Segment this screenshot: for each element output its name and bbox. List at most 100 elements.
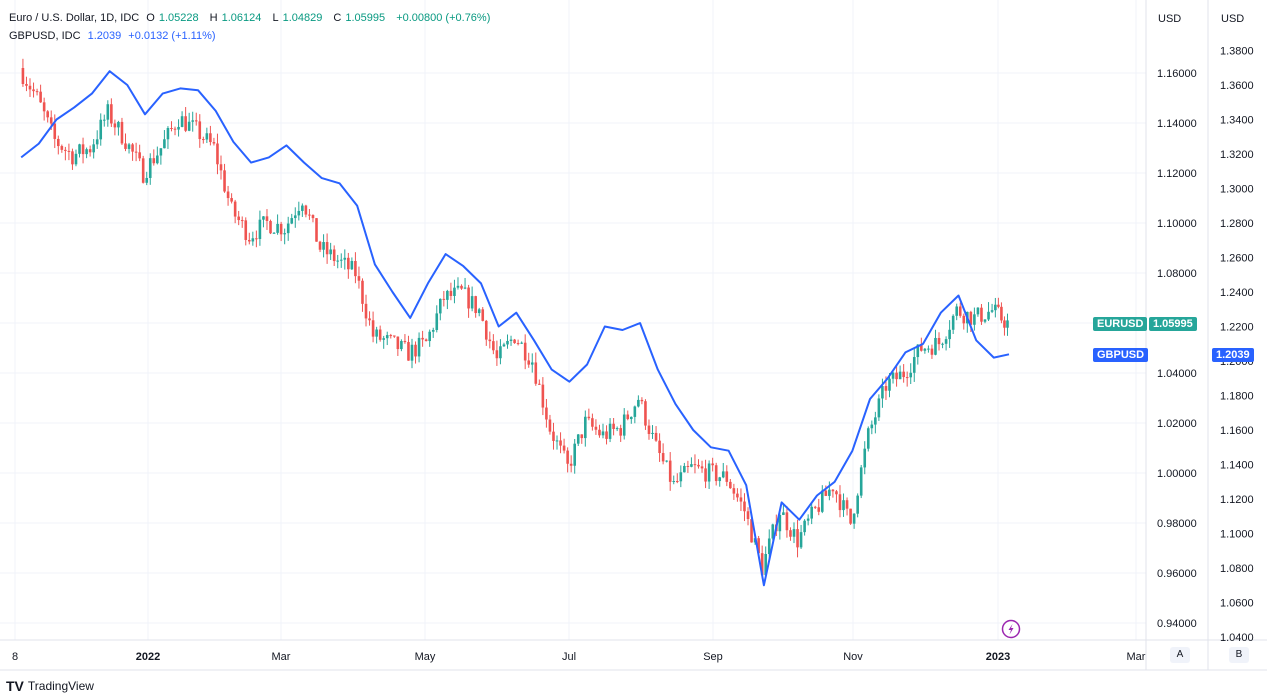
candle-body [1003,320,1006,328]
candle-body [424,339,428,342]
eurusd-candle [396,336,400,356]
eurusd-candle [92,139,95,159]
candle-body [679,472,683,482]
gbpusd-line [20,70,1010,587]
lightning-glyph [1008,624,1014,635]
candle-body [304,205,308,215]
candle-body [219,164,223,171]
eurusd-candle [131,142,134,161]
axis-b-tick-label: 1.1200 [1220,494,1254,506]
candle-body [771,524,775,539]
scale-auto-button-a[interactable]: A [1170,647,1190,663]
candle-body [364,303,368,319]
eurusd-candle [633,405,637,424]
eurusd-candle [255,230,258,248]
eurusd-candle [95,130,99,149]
eurusd-candle [591,413,594,431]
eurusd-legend[interactable]: Euro / U.S. Dollar, 1D, IDC O 1.05228 H 1.… [9,12,494,24]
candle-body [325,242,329,255]
candle-body [502,344,506,347]
eurusd-candle [88,145,92,157]
candle-body [580,434,584,439]
candle-body [852,513,856,524]
eurusd-candle [99,113,103,146]
axis-a-tick-label: 1.08000 [1157,268,1197,280]
candle-body [976,307,980,315]
candle-body [668,460,672,482]
eurusd-candle [725,465,729,487]
scale-auto-button-b[interactable]: B [1229,647,1249,663]
candle-body [693,464,697,466]
candle-body [357,276,361,281]
candle-body [732,488,736,494]
candle-body [343,257,347,260]
eurusd-candle [191,111,195,132]
candle-body [605,431,608,439]
eurusd-candle [247,232,251,245]
candle-body [644,401,647,426]
candle-body [718,477,722,482]
candle-body [951,315,955,330]
candle-body [948,329,951,340]
eurusd-candle [230,193,233,204]
candle-body [318,241,322,250]
eurusd-candle [810,502,813,525]
candle-body [499,346,502,359]
eurusd-candle [361,278,364,312]
candle-body [806,518,810,521]
eurusd-candle [877,394,881,421]
left-axis-ticks: 1.160001.140001.120001.100001.080001.060… [1157,68,1197,630]
candle-body [269,220,272,234]
axis-b-tick-label: 1.1600 [1220,425,1254,437]
candle-body [859,467,863,496]
axis-a-tick-label: 1.00000 [1157,468,1197,480]
candle-body [863,448,867,468]
candle-body [456,285,460,288]
eurusd-candle [354,252,357,284]
candle-body [820,490,824,512]
tradingview-wordmark[interactable]: TradingView [27,679,94,693]
eurusd-candle [244,217,248,246]
candle-body [530,362,534,365]
open-value: 1.05228 [158,12,199,24]
candle-body [944,339,948,344]
eurusd-candle [56,135,60,155]
eurusd-candle [156,146,159,165]
candle-body [813,506,817,508]
candle-body [683,465,686,473]
candle-body [746,511,750,520]
candle-body [117,121,120,128]
eurusd-candle [852,513,856,529]
eurusd-candle [675,473,679,484]
eurusd-candle [516,339,520,346]
gbpusd-legend[interactable]: GBPUSD, IDC 1.2039 +0.0132 (+1.11%) [9,30,220,42]
candle-body [488,339,492,342]
x-axis-tick-label: May [415,651,436,663]
candle-body [523,342,527,361]
eurusd-candle [389,333,393,339]
candle-body [619,428,622,436]
candle-body [690,464,693,467]
grid [0,0,1146,640]
candle-body [633,406,637,417]
candle-body [817,507,821,512]
candle-body [796,529,799,548]
eurusd-candle [654,426,658,442]
candle-body [124,143,127,149]
eurusd-candle [548,414,552,435]
gbpusd-name-tag: GBPUSD [1093,348,1149,362]
eurusd-candle [594,419,598,435]
eurusd-candle [866,426,870,452]
candle-body [127,144,131,149]
eurusd-candle [329,242,332,260]
eurusd-candle [64,146,67,161]
candle-body [113,123,117,128]
eurusd-candle [711,457,714,472]
candle-body [810,506,813,519]
candle-body [209,133,212,143]
candle-body [994,304,997,311]
candle-body [484,320,488,340]
eurusd-candle [438,298,442,321]
eurusd-candle [42,97,46,121]
